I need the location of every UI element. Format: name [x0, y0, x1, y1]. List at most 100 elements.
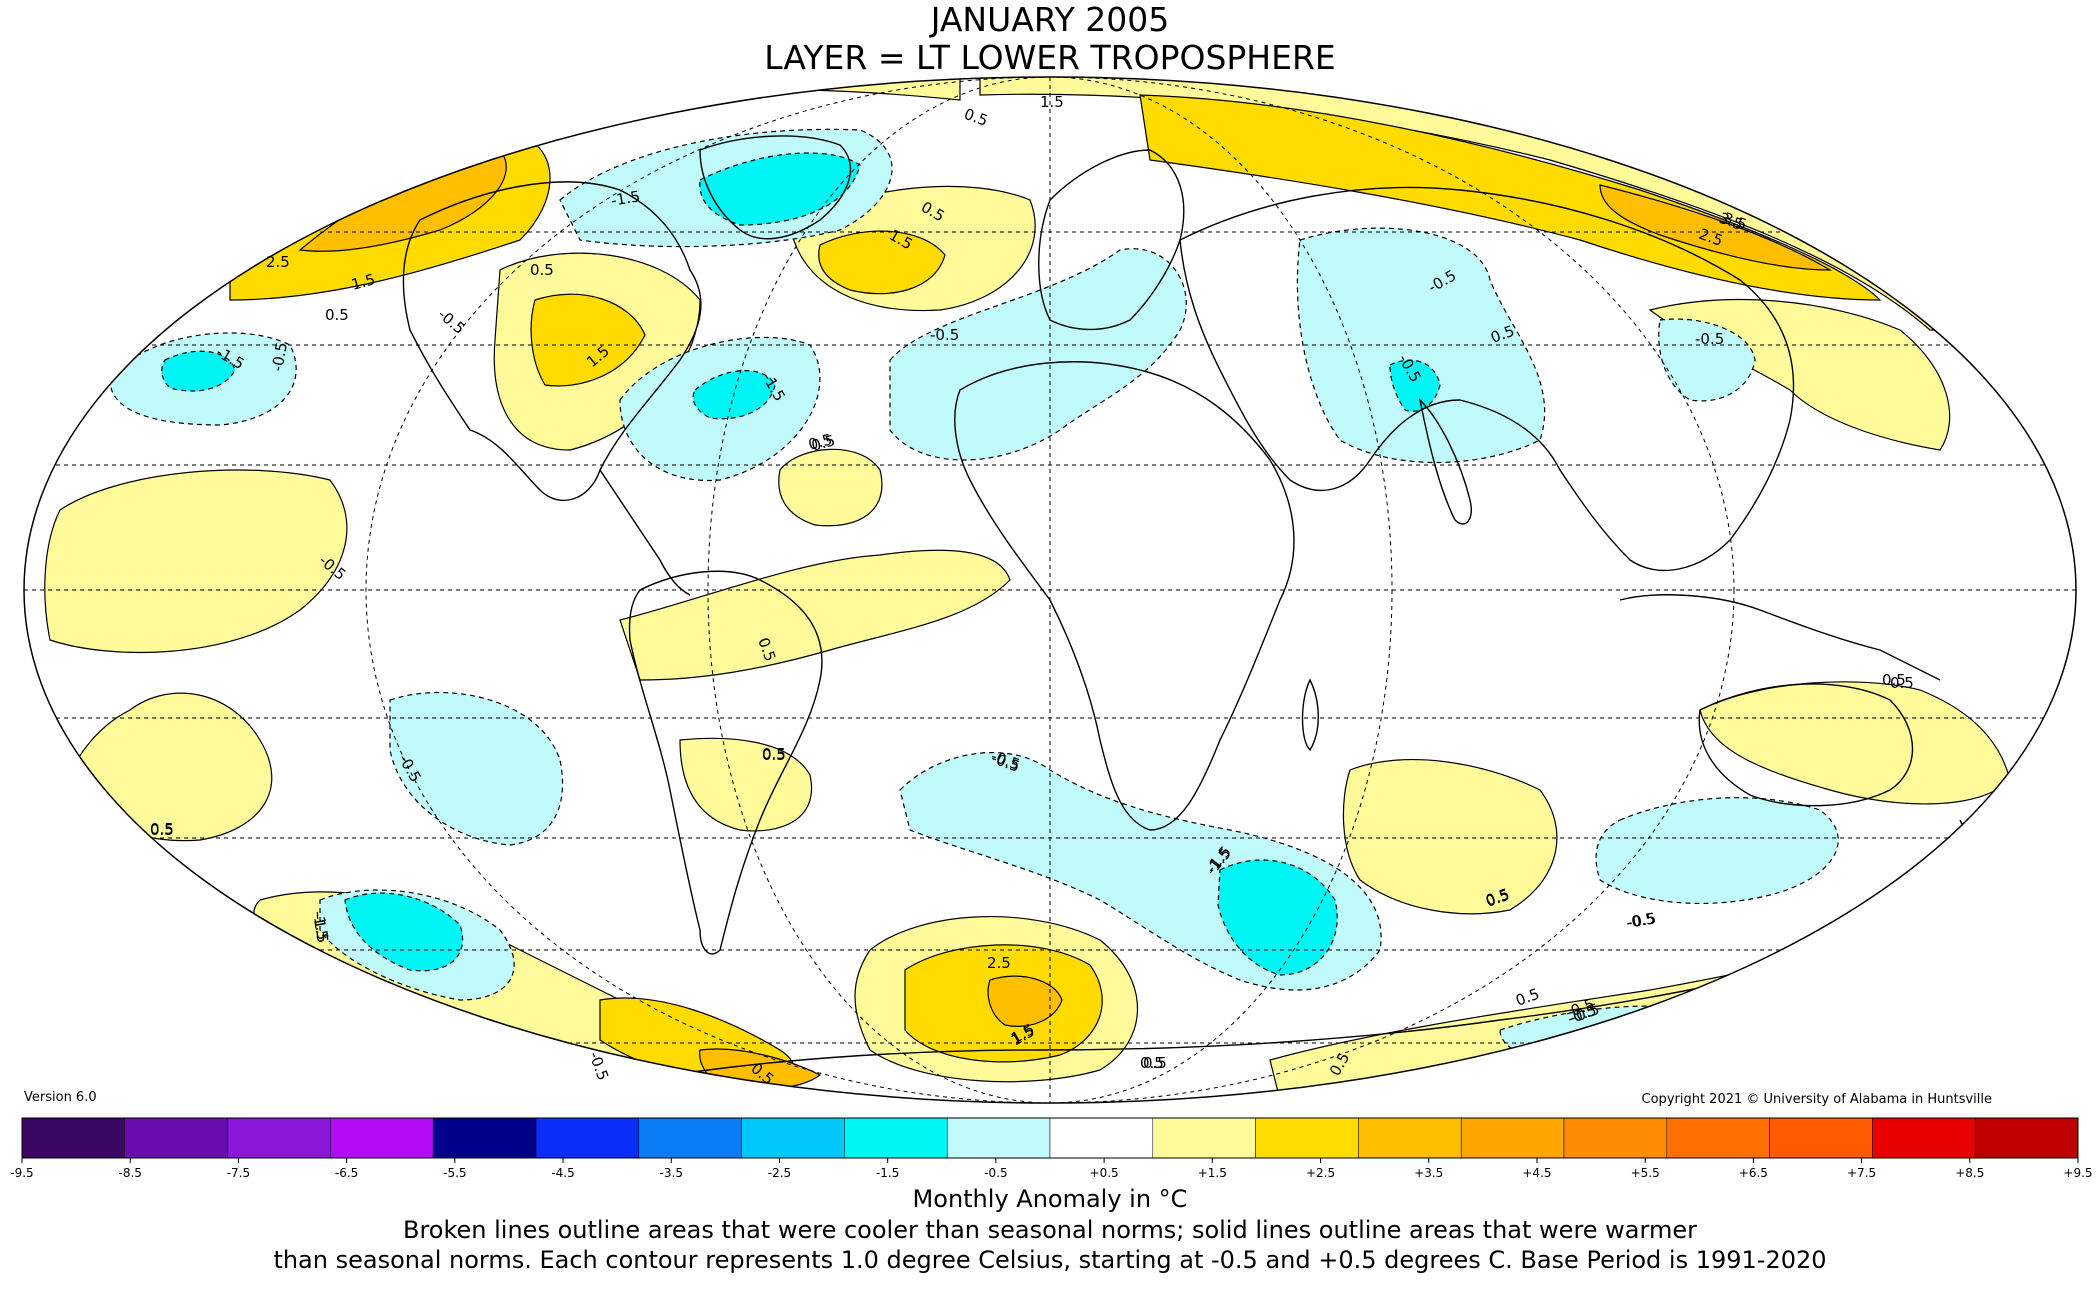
contour-label: 0.5 — [762, 746, 786, 764]
colorbar-cell — [1872, 1117, 1976, 1159]
colorbar-label: Monthly Anomaly in °C — [912, 1185, 1188, 1213]
cool-region-europe-north-africa — [889, 248, 1187, 461]
contour-label: -1.5 — [610, 187, 642, 210]
colorbar-tick-label: -4.5 — [551, 1166, 574, 1180]
colorbar-cell — [741, 1117, 845, 1159]
globe-outline — [23, 76, 2077, 1104]
coastline-asia — [1179, 186, 1795, 572]
coastline-north-america — [402, 181, 702, 501]
coastline-australia — [1698, 683, 1914, 807]
coastline-antarctica — [639, 969, 1781, 1081]
coastline-central-america — [599, 469, 691, 596]
colorbar-tick-label: -5.5 — [443, 1166, 466, 1180]
colorbar-cell — [1666, 1117, 1770, 1159]
contour-label: -0.5 — [930, 326, 959, 344]
colorbar-cell — [535, 1117, 640, 1159]
colorbar-cell — [1152, 1117, 1256, 1159]
colorbar-cell — [638, 1117, 742, 1159]
version-text: Version 6.0 — [24, 1090, 97, 1105]
cool-region-central-asia — [1296, 227, 1546, 463]
coastline-greenland — [699, 135, 851, 240]
contour-label: -0.5 — [1695, 330, 1724, 348]
cool-region-southeast-pacific — [389, 691, 564, 846]
warm-region-south-indian — [1342, 759, 1558, 915]
contour-label: 2.5 — [987, 954, 1011, 972]
coastline-south-america — [628, 570, 823, 955]
colorbar-cell — [946, 1117, 1051, 1159]
cool-region-east-asia — [1658, 318, 1756, 402]
contour-label: 0.5 — [1143, 1054, 1167, 1072]
contour-label: 0.5 — [806, 430, 834, 454]
colorbar-cell — [227, 1117, 331, 1159]
warm-region-south-america-tropics — [619, 549, 1011, 681]
colorbar-tick-label: -7.5 — [227, 1166, 250, 1180]
contour-label: 0.5 — [762, 745, 786, 763]
colorbar-outline — [21, 1117, 2079, 1159]
contour-label: 0.5 — [325, 306, 349, 324]
graticule-meridian-60 — [365, 77, 1735, 1103]
colorbar-tick-label: -8.5 — [118, 1166, 141, 1180]
colorbar-tick-label: -6.5 — [335, 1166, 358, 1180]
colorbar-tick-label: -2.5 — [768, 1166, 791, 1180]
colorbar-cell — [1460, 1117, 1565, 1159]
contour-label: -1.5 — [309, 913, 332, 945]
contour-label: 2.5 — [266, 253, 290, 271]
coastline-africa — [954, 361, 1295, 831]
copyright-text: Copyright 2021 © University of Alabama i… — [1641, 1092, 1992, 1107]
colorbar: -9.5 -8.5 -7.5 -6.5 -5.5 -4.5 -3.5 -2.5 -1.5 -0.5… — [10, 1117, 2093, 1180]
colorbar-cell — [21, 1117, 126, 1159]
note-line-1: Broken lines outline areas that were coo… — [403, 1216, 1697, 1244]
colorbar-cell — [1563, 1117, 1668, 1159]
colorbar-tick-label: -1.5 — [876, 1166, 899, 1180]
contour-label: 0.5 — [1882, 671, 1906, 689]
coastline-madagascar — [1301, 678, 1319, 752]
contour-label: 0.5 — [530, 261, 554, 279]
cool-region-central-asia-core — [1389, 359, 1441, 412]
colorbar-tick-label: +9.5 — [2063, 1166, 2092, 1180]
anomaly-map: 1.5 0.5 -1.5 0.5 1.5 2.5 1.5 0.5 3.5 -0.… — [23, 76, 2077, 1104]
colorbar-cell — [432, 1117, 537, 1159]
contour-label: 0.5 — [150, 821, 174, 839]
colorbar-ticks: -9.5 -8.5 -7.5 -6.5 -5.5 -4.5 -3.5 -2.5 -1.5 -0.5… — [10, 1158, 2093, 1180]
graticule — [24, 77, 2076, 1103]
cool-region-north-pacific-core — [161, 350, 236, 392]
warm-region-north-atlantic-core — [818, 230, 946, 295]
colorbar-tick-label: +2.5 — [1306, 1166, 1335, 1180]
colorbar-tick-label: +4.5 — [1522, 1166, 1551, 1180]
contour-label: 1.5 — [349, 270, 377, 294]
cool-region-south-indian-core — [1217, 859, 1338, 976]
colorbar-tick-label: +3.5 — [1414, 1166, 1443, 1180]
colorbar-tick-label: +5.5 — [1631, 1166, 1660, 1180]
warm-region-north-america-core — [530, 293, 646, 387]
cool-region-ross-sea-core — [344, 892, 464, 972]
warm-region-siberia-core — [1599, 184, 1833, 271]
note-line-2: than seasonal norms. Each contour repres… — [273, 1246, 1827, 1274]
colorbar-tick-label: +0.5 — [1090, 1166, 1119, 1180]
contour-label: 0.5 — [1140, 1054, 1164, 1072]
contour-label: -0.5 — [268, 341, 291, 373]
colorbar-cell — [844, 1117, 948, 1159]
contour-label: 1.5 — [1040, 93, 1064, 111]
cool-region-south-of-australia — [1595, 797, 1839, 905]
warm-region-south-america-south — [679, 737, 813, 832]
contour-label: 0.5 — [809, 431, 837, 455]
map-title: JANUARY 2005 — [930, 0, 1170, 39]
warm-region-central-atlantic — [778, 448, 883, 527]
warm-region-central-pacific — [44, 469, 348, 654]
warm-region-siberia-inner — [1139, 94, 1882, 301]
coastline-indonesia — [1619, 594, 1941, 681]
colorbar-cells — [21, 1117, 2079, 1159]
contour-label: 0.5 — [150, 820, 174, 838]
cool-region-greenland-core — [699, 152, 861, 226]
contour-label: 0.5 — [1890, 674, 1914, 692]
colorbar-tick-label: +1.5 — [1198, 1166, 1227, 1180]
colorbar-cell — [124, 1117, 228, 1159]
colorbar-cell — [330, 1117, 434, 1159]
colorbar-tick-label: +7.5 — [1847, 1166, 1876, 1180]
colorbar-tick-label: +8.5 — [1955, 1166, 1984, 1180]
colorbar-cell — [1049, 1117, 1154, 1159]
coastline-india — [1418, 397, 1472, 525]
colorbar-cell — [1255, 1117, 1359, 1159]
map-subtitle: LAYER = LT LOWER TROPOSPHERE — [764, 38, 1336, 77]
colorbar-cell — [1974, 1117, 2079, 1159]
